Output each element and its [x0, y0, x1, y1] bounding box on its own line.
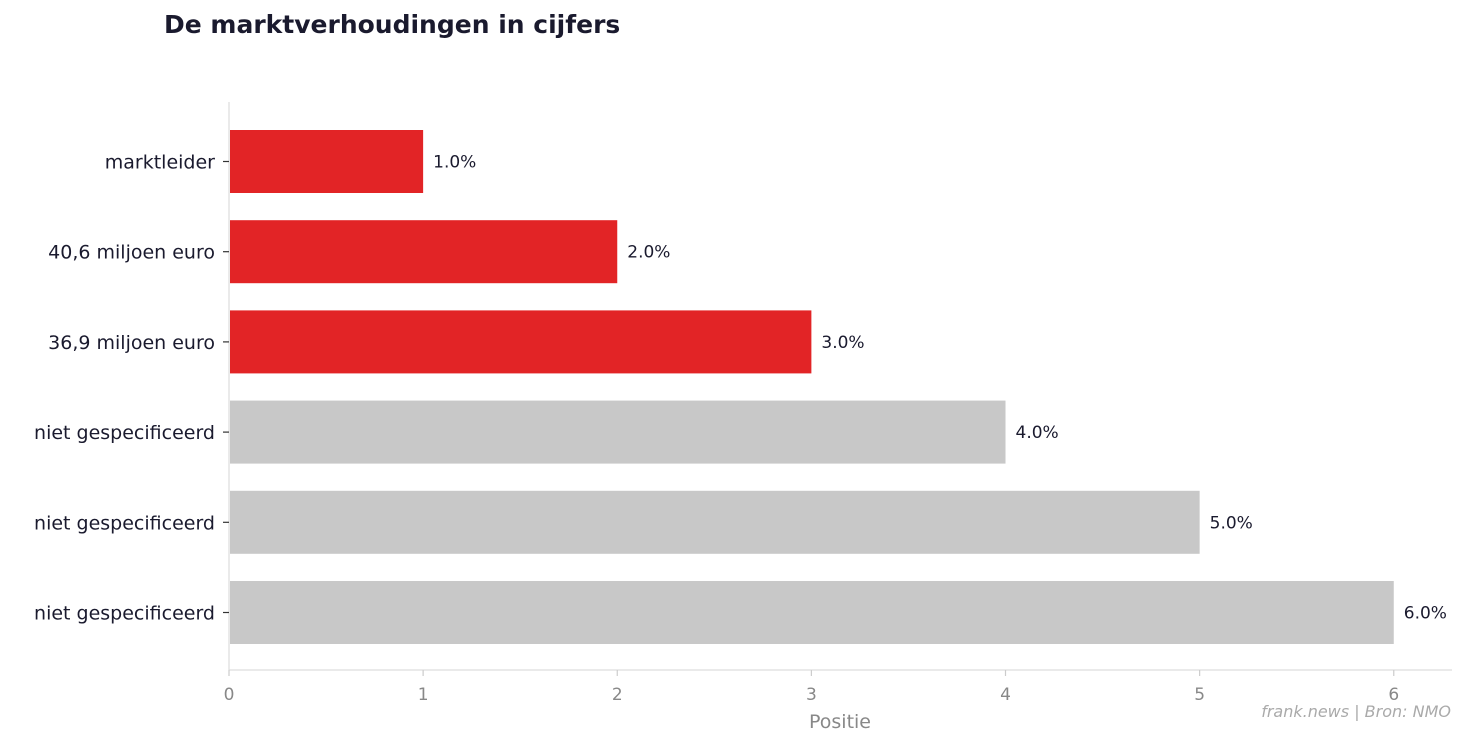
data-label: 6.0%	[1404, 604, 1447, 624]
x-axis-label: Positie	[809, 711, 871, 733]
bar	[230, 490, 1200, 554]
bar	[230, 310, 812, 374]
bar	[230, 400, 1006, 464]
chart-title: De marktverhoudingen in cijfers	[164, 10, 621, 39]
x-tick-label: 2	[612, 685, 623, 705]
source-note: frank.news | Bron: NMO	[1261, 702, 1451, 721]
x-tick-label: 3	[806, 685, 817, 705]
data-label: 3.0%	[821, 333, 864, 353]
x-tick-label: 5	[1194, 685, 1205, 705]
y-tick-label: marktleider	[105, 152, 215, 174]
bar	[230, 581, 1394, 644]
x-tick-label: 6	[1388, 685, 1399, 705]
data-label: 1.0%	[433, 153, 476, 173]
y-tick-label: niet gespecificeerd	[34, 603, 215, 625]
data-label: 2.0%	[627, 243, 670, 263]
y-tick-label: niet gespecificeerd	[34, 512, 215, 534]
bar	[230, 130, 424, 193]
x-tick-label: 0	[224, 685, 235, 705]
y-tick-label: niet gespecificeerd	[34, 422, 215, 444]
data-label: 5.0%	[1210, 513, 1253, 533]
y-tick-label: 36,9 miljoen euro	[48, 332, 215, 354]
bar	[230, 220, 618, 284]
x-tick-label: 1	[418, 685, 429, 705]
x-tick-label: 4	[1000, 685, 1011, 705]
data-label: 4.0%	[1016, 423, 1059, 443]
y-tick-label: 40,6 miljoen euro	[48, 242, 215, 264]
